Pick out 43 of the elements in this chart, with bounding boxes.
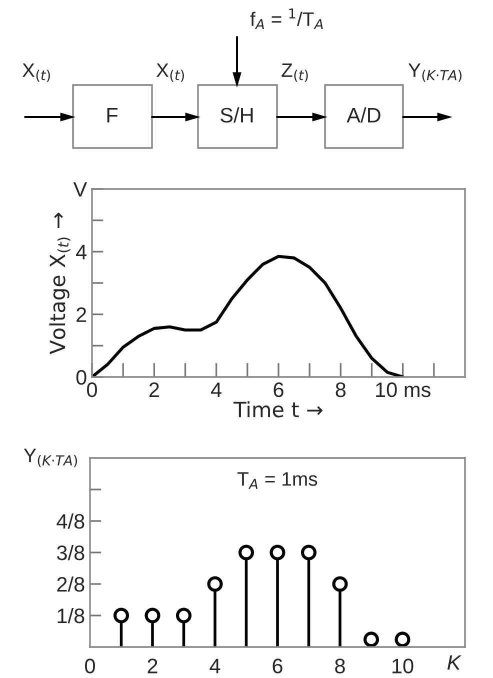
x-tick-label: 8 — [336, 382, 346, 398]
y-tick-label: 4/8 — [56, 513, 84, 529]
x-axis-title: K — [447, 655, 462, 670]
text: S/H — [220, 107, 253, 123]
y-tick-label: 3/8 — [56, 544, 84, 560]
text: X$_{(t)}$ — [22, 64, 50, 82]
x-tick-label: 0 — [87, 382, 97, 398]
x-tick-label: 10 — [392, 658, 414, 674]
y-tick-label: 0 — [76, 370, 86, 385]
point — [113, 608, 130, 624]
x-tick-label: 2 — [149, 382, 159, 397]
point — [332, 576, 348, 592]
point — [394, 632, 410, 647]
text: Y$_{(K·TA)}$ — [408, 64, 462, 82]
y-axis-title: Y$_{(K·TA)}$ — [24, 448, 78, 468]
point — [207, 576, 223, 592]
text: F — [107, 108, 118, 122]
x-tick-label: 6 — [272, 658, 282, 674]
point — [176, 608, 192, 624]
point — [238, 544, 254, 560]
line-series — [92, 254, 404, 377]
x-tick-label: 8 — [335, 658, 345, 674]
x-tick-label: 6 — [274, 382, 284, 398]
y-tick-label: V — [73, 182, 88, 197]
text: f$_{A}$ = $^{1}$/T$_{A}$ — [250, 8, 323, 30]
x-tick-label: 2 — [148, 658, 158, 674]
y-axis-title: Voltage X$_{(t)}$ → — [49, 212, 70, 354]
y-tick-label: 2 — [76, 307, 86, 322]
x-tick-label: 4 — [211, 382, 222, 397]
y-tick-label: 2/8 — [57, 576, 84, 592]
annotation: T$_{A}$ = 1ms — [237, 472, 318, 489]
point — [144, 608, 160, 624]
point — [300, 544, 317, 560]
y-tick-label: 4 — [76, 244, 87, 260]
x-axis-title: Time t → — [234, 401, 322, 418]
text: X$_{(t)}$ — [156, 64, 184, 82]
text: Z$_{(t)}$ — [282, 64, 308, 82]
point — [363, 632, 380, 647]
text: A/D — [346, 107, 380, 123]
x-tick-label: 10 ms — [376, 382, 430, 398]
x-tick-label: 4 — [210, 658, 220, 674]
point — [270, 544, 286, 560]
y-tick-label: 1/8 — [58, 608, 84, 624]
